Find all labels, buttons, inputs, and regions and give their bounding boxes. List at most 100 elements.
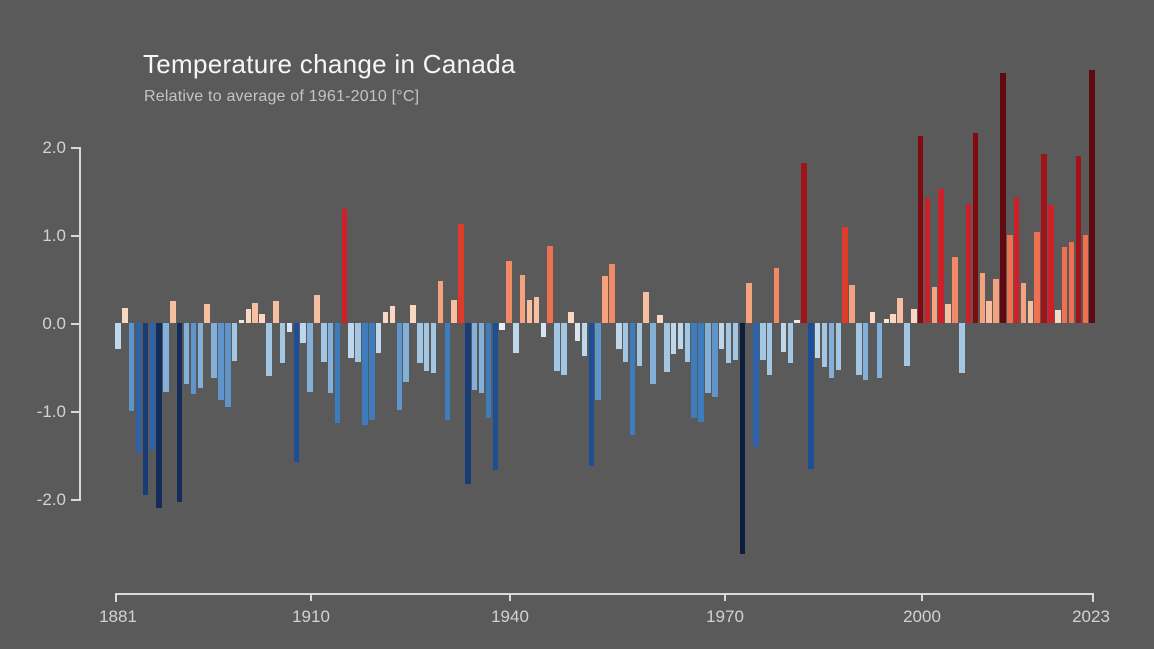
bar-1921	[389, 306, 396, 323]
bar-2013	[1020, 283, 1027, 323]
bar-1906	[286, 323, 293, 332]
bar-1890	[176, 323, 183, 502]
x-axis-tick	[310, 593, 312, 601]
bar-2017	[1048, 205, 1054, 323]
bar-2023	[1089, 69, 1095, 323]
bar-1905	[279, 323, 286, 363]
bar-1994	[890, 314, 896, 323]
bar-1983	[814, 323, 821, 359]
y-axis-tick-label: 0.0	[42, 314, 66, 333]
y-axis-tick	[71, 235, 81, 237]
bar-1969	[718, 323, 725, 350]
bar-1988	[849, 285, 855, 323]
bar-1886	[149, 323, 156, 450]
bar-1923	[403, 323, 409, 382]
bar-1922	[396, 323, 402, 411]
x-axis-tick-label: 1940	[491, 607, 529, 626]
bar-1942	[533, 297, 540, 323]
bar-2006	[972, 132, 979, 323]
bar-1990	[862, 323, 869, 381]
x-axis-tick	[509, 593, 511, 601]
bar-1966	[698, 323, 704, 422]
bar-1884	[135, 323, 142, 453]
bar-1992	[876, 323, 883, 379]
bar-1945	[554, 323, 560, 372]
bar-2022	[1082, 235, 1088, 323]
bar-1974	[753, 323, 759, 448]
bar-1937	[499, 323, 505, 331]
bar-1913	[334, 323, 341, 424]
bar-1955	[622, 323, 629, 362]
bar-1982	[808, 323, 814, 470]
bar-1993	[883, 318, 890, 323]
bar-1915	[348, 323, 354, 359]
bar-1948	[574, 323, 581, 342]
x-axis-tick-label: 2000	[903, 607, 941, 626]
bar-2010	[1000, 73, 1006, 323]
bar-1975	[760, 323, 766, 360]
bar-1952	[602, 276, 608, 323]
bar-1940	[519, 274, 526, 323]
y-axis-tick-label: -1.0	[36, 402, 66, 421]
bar-1957	[636, 323, 643, 367]
bar-1909	[307, 323, 313, 392]
bar-1963	[677, 323, 684, 350]
bar-1964	[684, 323, 691, 362]
bar-1985	[828, 323, 835, 379]
bar-1901	[252, 302, 258, 323]
bar-2002	[945, 303, 951, 323]
bar-1968	[712, 323, 718, 397]
bar-1927	[430, 323, 437, 374]
bar-1978	[780, 323, 787, 353]
bar-1907	[293, 323, 300, 463]
bar-1912	[327, 323, 334, 394]
bar-2015	[1034, 232, 1040, 323]
bar-2014	[1027, 301, 1034, 323]
bar-1999	[924, 198, 931, 323]
bar-1973	[746, 282, 752, 323]
bar-1996	[904, 323, 910, 367]
bar-1976	[766, 323, 773, 375]
bar-2009	[993, 279, 999, 323]
bar-1995	[897, 298, 903, 323]
x-axis-tick	[724, 593, 726, 601]
x-axis-tick-label: 1910	[292, 607, 330, 626]
bar-1971	[732, 323, 739, 360]
bar-2005	[965, 204, 972, 323]
bar-2004	[959, 323, 965, 374]
bar-1931	[458, 223, 464, 323]
bar-1887	[156, 323, 162, 508]
bar-1888	[163, 323, 169, 392]
y-axis-tick	[71, 499, 81, 501]
bar-2003	[952, 257, 958, 323]
bar-1926	[423, 323, 430, 372]
bar-1980	[794, 320, 800, 323]
bar-1889	[170, 301, 176, 323]
x-axis-tick	[921, 593, 923, 601]
bar-1919	[375, 323, 382, 353]
bar-1958	[643, 292, 649, 323]
bar-1962	[670, 323, 677, 354]
bar-1954	[616, 323, 622, 350]
bar-1902	[259, 314, 265, 323]
bar-1900	[245, 308, 252, 323]
bar-1991	[869, 311, 876, 323]
x-axis-tick-label: 1881	[99, 607, 137, 626]
bar-1925	[417, 323, 423, 364]
bar-1910	[314, 294, 320, 323]
bar-1881	[115, 323, 121, 350]
bar-2021	[1075, 155, 1082, 323]
bar-1920	[382, 312, 389, 323]
bar-1924	[410, 305, 416, 323]
bar-2007	[979, 272, 986, 323]
bar-1936	[492, 323, 499, 470]
bar-1950	[588, 323, 595, 466]
bar-1997	[911, 308, 917, 323]
bar-1896	[218, 323, 224, 400]
bar-1914	[341, 208, 348, 323]
bar-1911	[321, 323, 327, 362]
bar-1934	[478, 323, 485, 393]
bar-1986	[835, 323, 842, 370]
bar-1981	[801, 162, 807, 323]
